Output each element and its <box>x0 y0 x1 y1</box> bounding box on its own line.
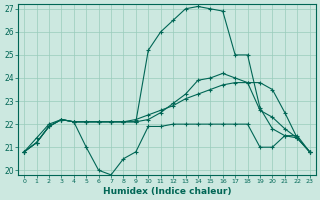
X-axis label: Humidex (Indice chaleur): Humidex (Indice chaleur) <box>103 187 231 196</box>
